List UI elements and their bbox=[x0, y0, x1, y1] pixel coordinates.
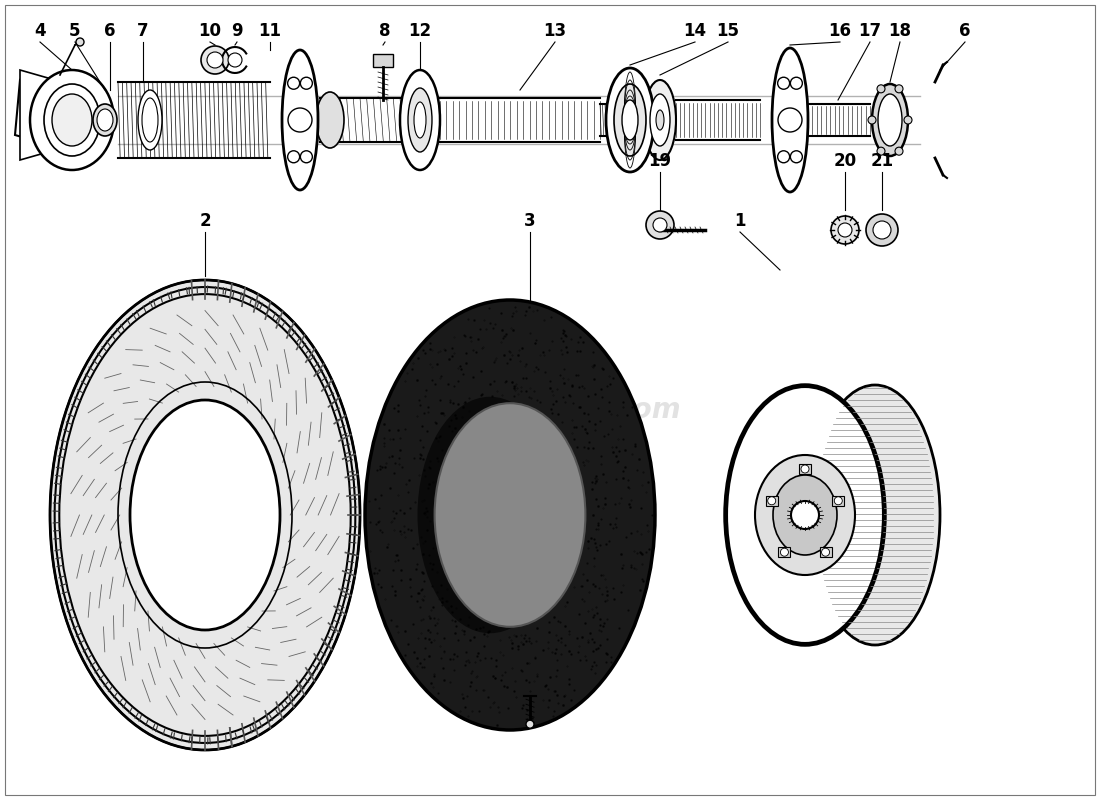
Ellipse shape bbox=[138, 90, 162, 150]
Circle shape bbox=[822, 548, 829, 556]
Ellipse shape bbox=[872, 84, 908, 156]
Circle shape bbox=[778, 108, 802, 132]
Circle shape bbox=[287, 150, 299, 162]
Text: 5: 5 bbox=[69, 22, 80, 40]
Ellipse shape bbox=[408, 88, 432, 152]
Circle shape bbox=[778, 150, 790, 162]
Text: 7: 7 bbox=[138, 22, 148, 40]
Text: 21: 21 bbox=[870, 152, 893, 170]
Ellipse shape bbox=[650, 94, 670, 146]
Ellipse shape bbox=[866, 214, 898, 246]
Ellipse shape bbox=[614, 84, 646, 156]
Circle shape bbox=[768, 497, 776, 505]
Circle shape bbox=[300, 78, 312, 90]
Ellipse shape bbox=[365, 300, 654, 730]
Text: classicrosso.com: classicrosso.com bbox=[418, 396, 682, 424]
Ellipse shape bbox=[94, 104, 117, 136]
Ellipse shape bbox=[316, 92, 344, 148]
Circle shape bbox=[904, 116, 912, 124]
Ellipse shape bbox=[873, 221, 891, 239]
Ellipse shape bbox=[130, 400, 280, 630]
Circle shape bbox=[526, 720, 534, 728]
Ellipse shape bbox=[414, 102, 426, 138]
Text: 16: 16 bbox=[828, 22, 851, 40]
Ellipse shape bbox=[52, 94, 92, 146]
Bar bbox=[766, 496, 778, 506]
Ellipse shape bbox=[434, 403, 585, 627]
Text: 4: 4 bbox=[34, 22, 46, 40]
Circle shape bbox=[791, 501, 820, 529]
Circle shape bbox=[778, 78, 790, 90]
Circle shape bbox=[895, 147, 903, 155]
Text: 12: 12 bbox=[408, 22, 431, 40]
Circle shape bbox=[801, 465, 808, 473]
Ellipse shape bbox=[207, 52, 223, 68]
Ellipse shape bbox=[487, 454, 557, 575]
Text: 10: 10 bbox=[198, 22, 221, 40]
Circle shape bbox=[838, 223, 853, 237]
Text: 20: 20 bbox=[834, 152, 857, 170]
Ellipse shape bbox=[490, 462, 551, 568]
Circle shape bbox=[895, 85, 903, 93]
Text: 14: 14 bbox=[683, 22, 706, 40]
Ellipse shape bbox=[878, 94, 902, 146]
Ellipse shape bbox=[644, 80, 676, 160]
Ellipse shape bbox=[646, 211, 674, 239]
Circle shape bbox=[288, 108, 312, 132]
Circle shape bbox=[653, 218, 667, 232]
Ellipse shape bbox=[44, 84, 100, 156]
Text: 8: 8 bbox=[379, 22, 390, 40]
Circle shape bbox=[287, 78, 299, 90]
Circle shape bbox=[300, 150, 312, 162]
Circle shape bbox=[791, 78, 802, 90]
Ellipse shape bbox=[606, 68, 654, 172]
Ellipse shape bbox=[201, 46, 229, 74]
Ellipse shape bbox=[810, 385, 940, 645]
Text: 11: 11 bbox=[258, 22, 282, 40]
Circle shape bbox=[791, 150, 802, 162]
Text: 9: 9 bbox=[231, 22, 243, 40]
Ellipse shape bbox=[50, 280, 360, 750]
Text: 3: 3 bbox=[525, 212, 536, 230]
Text: 17: 17 bbox=[858, 22, 881, 40]
Ellipse shape bbox=[725, 385, 886, 645]
Ellipse shape bbox=[142, 98, 158, 142]
Text: 2: 2 bbox=[199, 212, 211, 230]
Ellipse shape bbox=[400, 70, 440, 170]
Polygon shape bbox=[20, 70, 72, 160]
Bar bbox=[833, 496, 845, 506]
Ellipse shape bbox=[772, 48, 808, 192]
Ellipse shape bbox=[484, 447, 562, 582]
Text: 1: 1 bbox=[735, 212, 746, 230]
Text: 18: 18 bbox=[889, 22, 912, 40]
Ellipse shape bbox=[97, 109, 113, 131]
Circle shape bbox=[877, 147, 886, 155]
Bar bbox=[373, 54, 393, 67]
Ellipse shape bbox=[656, 110, 664, 130]
Ellipse shape bbox=[228, 53, 242, 67]
Text: 6: 6 bbox=[104, 22, 116, 40]
Circle shape bbox=[780, 548, 789, 556]
Circle shape bbox=[76, 38, 84, 46]
Ellipse shape bbox=[30, 70, 114, 170]
Ellipse shape bbox=[621, 100, 638, 140]
Circle shape bbox=[877, 85, 886, 93]
Circle shape bbox=[868, 116, 876, 124]
Ellipse shape bbox=[418, 397, 562, 634]
Ellipse shape bbox=[282, 50, 318, 190]
Ellipse shape bbox=[755, 455, 855, 575]
Ellipse shape bbox=[493, 470, 544, 560]
Polygon shape bbox=[15, 80, 90, 145]
Ellipse shape bbox=[773, 475, 837, 555]
Bar bbox=[779, 547, 791, 558]
Text: 6: 6 bbox=[959, 22, 970, 40]
Text: 19: 19 bbox=[648, 152, 672, 170]
Circle shape bbox=[834, 497, 843, 505]
Circle shape bbox=[830, 216, 859, 244]
Text: 15: 15 bbox=[716, 22, 739, 40]
Bar bbox=[799, 464, 811, 474]
Bar bbox=[820, 547, 832, 558]
Text: 13: 13 bbox=[543, 22, 566, 40]
